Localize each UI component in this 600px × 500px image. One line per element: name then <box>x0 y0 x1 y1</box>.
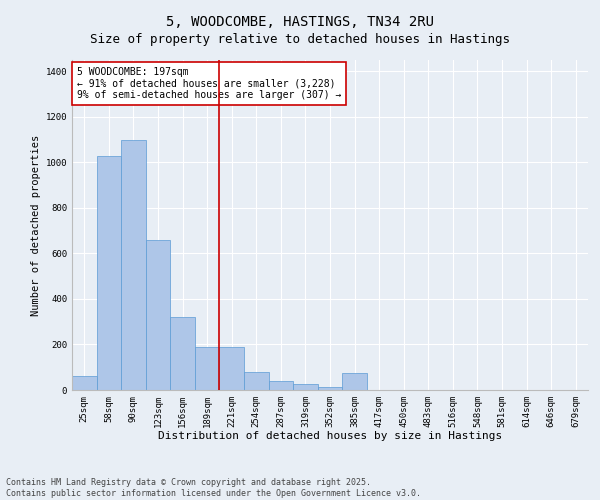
Text: 5 WOODCOMBE: 197sqm
← 91% of detached houses are smaller (3,228)
9% of semi-deta: 5 WOODCOMBE: 197sqm ← 91% of detached ho… <box>77 66 341 100</box>
Bar <box>97 156 121 390</box>
Bar <box>318 386 342 390</box>
Bar <box>72 376 97 390</box>
Bar <box>121 140 146 390</box>
Bar <box>293 384 318 390</box>
Text: Size of property relative to detached houses in Hastings: Size of property relative to detached ho… <box>90 32 510 46</box>
Text: Contains HM Land Registry data © Crown copyright and database right 2025.
Contai: Contains HM Land Registry data © Crown c… <box>6 478 421 498</box>
Bar <box>146 240 170 390</box>
Bar <box>342 373 367 390</box>
Bar <box>170 317 195 390</box>
Bar <box>195 347 220 390</box>
X-axis label: Distribution of detached houses by size in Hastings: Distribution of detached houses by size … <box>158 432 502 442</box>
Bar <box>269 381 293 390</box>
Bar <box>244 372 269 390</box>
Text: 5, WOODCOMBE, HASTINGS, TN34 2RU: 5, WOODCOMBE, HASTINGS, TN34 2RU <box>166 15 434 29</box>
Bar <box>220 347 244 390</box>
Y-axis label: Number of detached properties: Number of detached properties <box>31 134 41 316</box>
